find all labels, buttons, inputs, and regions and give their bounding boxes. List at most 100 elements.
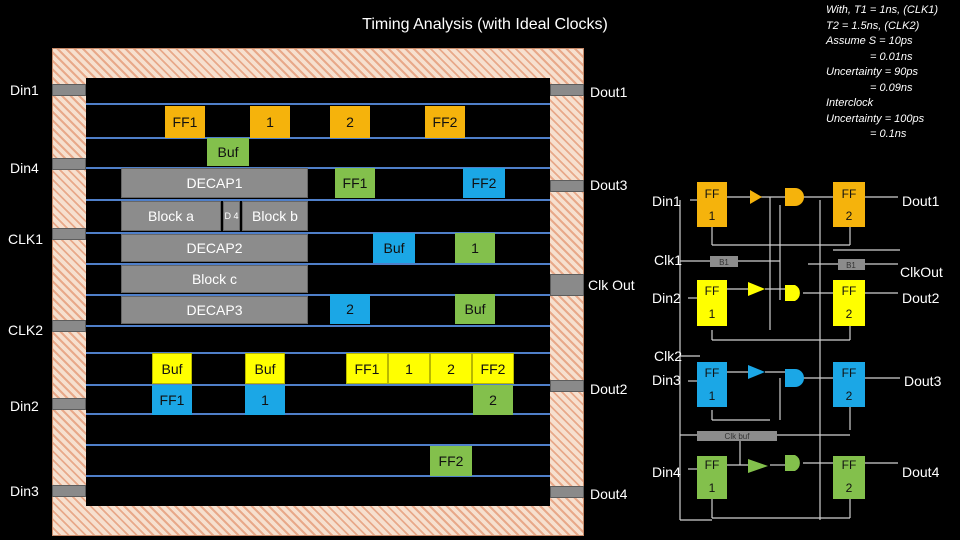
- note-line: Uncertainty = 90ps: [826, 66, 919, 78]
- sch-ff2-yellow: [833, 280, 865, 326]
- power-rail: [86, 167, 550, 169]
- sch-gate-green: [785, 455, 800, 471]
- sch-buf-green: [748, 459, 768, 473]
- pin-label-dout2: Dout2: [590, 381, 628, 397]
- decap3: DECAP3: [121, 296, 308, 324]
- pin-label-din3: Din3: [10, 483, 39, 499]
- sch-clk-buf-2: [838, 259, 865, 270]
- power-rail: [86, 413, 550, 415]
- io-pad-clk1: [52, 228, 86, 240]
- sch-label-dout3: Dout3: [904, 373, 942, 389]
- decap2: DECAP2: [121, 234, 308, 262]
- sch-ff2-orange: [833, 182, 865, 227]
- sch-gate-yellow: [785, 285, 800, 301]
- sch-label-din4: Din4: [652, 464, 681, 480]
- note-line: Uncertainty = 100ps: [826, 112, 925, 125]
- sch-label-dout1: Dout1: [902, 193, 940, 209]
- cell-comb2-orange: 2: [330, 106, 370, 138]
- power-rail: [86, 325, 550, 327]
- sch-buf-yellow: [748, 282, 765, 296]
- io-pad-din1: [52, 84, 86, 96]
- io-pad-dout3: [550, 180, 584, 192]
- power-rail: [86, 294, 550, 296]
- pin-label-din2: Din2: [10, 398, 39, 414]
- sch-ff-text: FF: [705, 366, 720, 380]
- sch-buf-label: B1: [719, 258, 729, 267]
- sch-label-dout4: Dout4: [902, 464, 940, 480]
- io-pad-dout2: [550, 380, 584, 392]
- pin-label-dout1: Dout1: [590, 84, 628, 100]
- cell-comb1-yellow: 1: [388, 353, 430, 384]
- sch-ff-text: FF: [842, 284, 857, 298]
- sch-gate-orange: [785, 188, 804, 206]
- block-c: Block c: [121, 265, 308, 293]
- io-pad-din3: [52, 485, 86, 497]
- io-pad-clkout: [550, 274, 584, 296]
- note-line: = 0.01ns: [870, 50, 913, 63]
- decap1: DECAP1: [121, 168, 308, 198]
- sch-ff1-green: [697, 456, 727, 499]
- sch-buf-orange: [750, 190, 762, 204]
- sch-clkbuf-label: Clk buf: [725, 432, 751, 441]
- sch-buf-blue: [748, 365, 765, 379]
- io-pad-din2: [52, 398, 86, 410]
- sch-ff2-blue: [833, 362, 865, 407]
- cell-buf-green-2: Buf: [455, 294, 495, 324]
- power-rail: [86, 199, 550, 201]
- sch-label-clk2: Clk2: [654, 348, 683, 364]
- power-rail: [86, 444, 550, 446]
- cell-ff1-orange: FF1: [165, 106, 205, 138]
- cell-buf-blue: Buf: [373, 233, 415, 263]
- cell-buf-green: Buf: [207, 138, 249, 166]
- note-line: = 0.1ns: [870, 128, 907, 140]
- sch-ff-num: 2: [846, 209, 853, 223]
- cell-ff2-orange: FF2: [425, 106, 465, 138]
- sch-ff1-yellow: [697, 280, 727, 326]
- pin-label-din4: Din4: [10, 160, 39, 176]
- sch-ff-text: FF: [705, 458, 720, 472]
- cell-comb2-yellow: 2: [430, 353, 472, 384]
- cell-comb2-blue: 2: [330, 294, 370, 324]
- pin-label-dout4: Dout4: [590, 486, 628, 502]
- power-rail: [86, 384, 550, 386]
- cell-buf-yellow-2: Buf: [245, 353, 285, 384]
- sch-ff-text: FF: [842, 187, 857, 201]
- sch-buf-label: B1: [846, 261, 856, 270]
- power-rail: [86, 232, 550, 234]
- io-pad-clk2: [52, 320, 86, 332]
- schematic-wires: [679, 196, 900, 521]
- cell-comb1-green: 1: [455, 233, 495, 263]
- cell-ff1-green: FF1: [335, 168, 375, 198]
- sch-ff2-green: [833, 456, 865, 499]
- io-pad-dout1: [550, 84, 584, 96]
- cell-ff2-green: FF2: [430, 446, 472, 476]
- power-rail: [86, 263, 550, 265]
- block-d4: D 4: [223, 201, 240, 231]
- timing-notes: With, T1 = 1ns, (CLK1) T2 = 1.5ns, (CLK2…: [826, 3, 958, 143]
- sch-label-din2: Din2: [652, 290, 681, 306]
- cell-comb1-orange: 1: [250, 106, 290, 138]
- sch-gate-blue: [785, 369, 804, 387]
- pin-label-clk2: CLK2: [8, 322, 44, 338]
- note-line: = 0.09ns: [870, 81, 913, 94]
- sch-label-dout2: Dout2: [902, 290, 940, 306]
- pin-label-dout3: Dout3: [590, 177, 628, 193]
- sch-ff-text: FF: [842, 458, 857, 472]
- note-line: With, T1 = 1ns, (CLK1): [826, 4, 939, 16]
- sch-ff-num: 2: [846, 481, 853, 495]
- block-a: Block a: [121, 201, 221, 231]
- note-line: Interclock: [826, 97, 874, 109]
- cell-comb2-green: 2: [473, 385, 513, 415]
- sch-ff-num: 1: [709, 481, 716, 495]
- cell-comb1-blue: 1: [245, 385, 285, 415]
- sch-ff-num: 2: [846, 389, 853, 403]
- sch-ff1-blue: [697, 362, 727, 407]
- diagram-title: Timing Analysis (with Ideal Clocks): [362, 16, 608, 33]
- cell-buf-yellow-1: Buf: [152, 353, 192, 384]
- sch-ff-text: FF: [842, 366, 857, 380]
- power-rail: [86, 475, 550, 477]
- sch-label-clk1: Clk1: [654, 252, 683, 268]
- sch-ff-num: 1: [709, 307, 716, 321]
- note-line: Assume S = 10ps: [826, 35, 913, 47]
